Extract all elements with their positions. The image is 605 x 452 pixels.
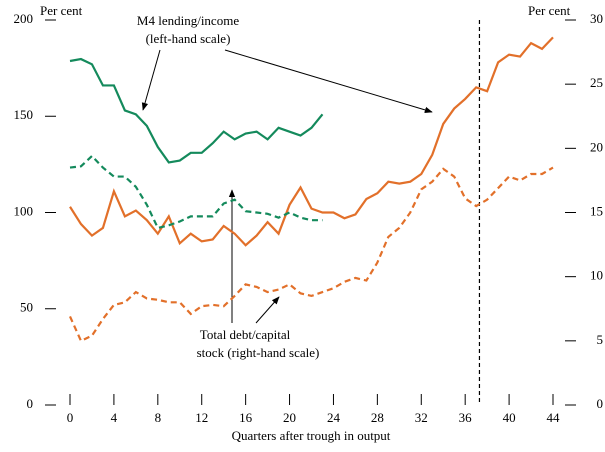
annotation: Total debt/capital bbox=[200, 327, 291, 342]
x-tick-label: 12 bbox=[195, 410, 208, 425]
arrow bbox=[255, 296, 280, 324]
annotation: M4 lending/income bbox=[137, 13, 239, 28]
x-tick-label: 32 bbox=[415, 410, 428, 425]
line-series bbox=[69, 36, 554, 247]
x-tick-label: 4 bbox=[111, 410, 118, 425]
x-tick-label: 20 bbox=[283, 410, 296, 425]
annotation: (left-hand scale) bbox=[146, 31, 231, 46]
y2-tick-label: 10 bbox=[590, 268, 603, 283]
line-series bbox=[69, 154, 323, 230]
arrow bbox=[224, 49, 433, 113]
y2-tick-label: 5 bbox=[597, 332, 604, 347]
x-tick-label: 44 bbox=[547, 410, 561, 425]
x-tick-label: 24 bbox=[327, 410, 341, 425]
y-tick-label: 150 bbox=[14, 107, 34, 122]
x-tick-label: 0 bbox=[67, 410, 74, 425]
y-tick-label: 50 bbox=[20, 300, 33, 315]
y2-tick-label: 25 bbox=[590, 75, 603, 90]
x-tick-label: 36 bbox=[459, 410, 473, 425]
x-axis-label: Quarters after trough in output bbox=[232, 428, 391, 443]
y2-tick-label: 20 bbox=[590, 139, 603, 154]
y2-tick-label: 0 bbox=[597, 396, 604, 411]
y2-axis-label: Per cent bbox=[528, 3, 571, 18]
x-tick-label: 40 bbox=[503, 410, 516, 425]
y-tick-label: 100 bbox=[14, 203, 34, 218]
x-tick-label: 28 bbox=[371, 410, 384, 425]
y-tick-label: 200 bbox=[14, 11, 34, 26]
arrow bbox=[141, 49, 161, 111]
y2-tick-label: 15 bbox=[590, 203, 603, 218]
line-series bbox=[68, 166, 554, 343]
y-axis-label: Per cent bbox=[40, 3, 83, 18]
x-tick-label: 8 bbox=[155, 410, 162, 425]
x-tick-label: 16 bbox=[239, 410, 253, 425]
y2-tick-label: 30 bbox=[590, 11, 603, 26]
line-series bbox=[69, 57, 324, 164]
y-tick-label: 0 bbox=[27, 396, 34, 411]
annotation: stock (right-hand scale) bbox=[197, 345, 320, 360]
